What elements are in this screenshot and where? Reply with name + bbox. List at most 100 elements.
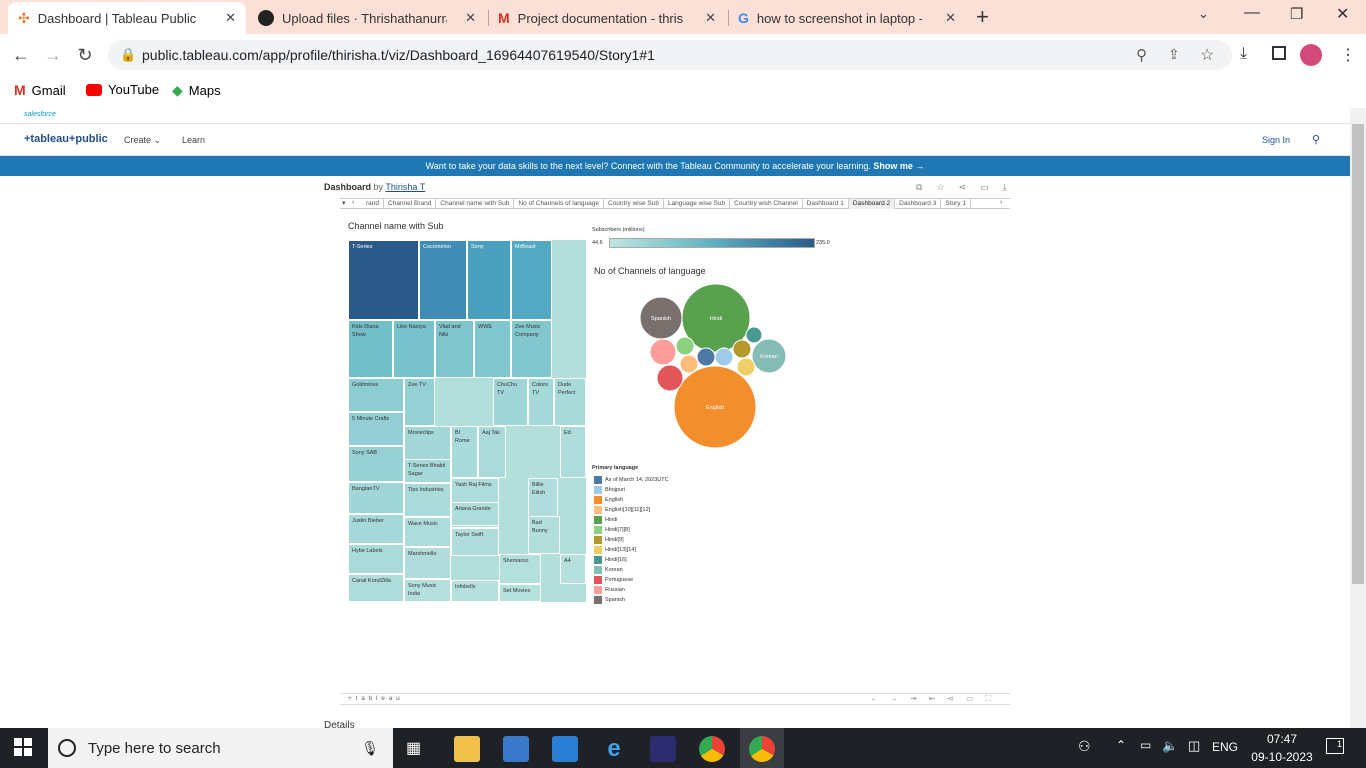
network-icon[interactable]: ◫ — [1188, 738, 1201, 753]
tableau-footer-logo[interactable]: + t a b l e a u — [348, 695, 401, 702]
legend-item[interactable]: Portuguese — [594, 575, 669, 585]
language-indicator[interactable]: ENG — [1212, 740, 1239, 754]
viz-tab[interactable]: No of Channels of language — [514, 199, 604, 209]
treemap-cell[interactable]: Ed — [560, 426, 586, 478]
treemap-cell[interactable]: Wave Music — [404, 517, 451, 547]
mail-icon[interactable] — [552, 736, 578, 762]
create-menu[interactable]: Create ⌄ — [124, 135, 162, 145]
bubble[interactable] — [751, 338, 787, 374]
tab-menu-icon[interactable]: ▾ — [342, 200, 346, 207]
menu-icon[interactable]: ⋮ — [1340, 47, 1356, 64]
learn-link[interactable]: Learn — [182, 135, 206, 145]
bubble[interactable] — [745, 326, 763, 344]
profile-avatar[interactable] — [1300, 44, 1322, 66]
treemap-cell[interactable]: Shemaroo — [499, 554, 541, 584]
address-bar[interactable] — [108, 40, 1232, 70]
bubble[interactable] — [649, 338, 677, 366]
battery-icon[interactable]: ▭ — [1140, 738, 1152, 752]
microphone-icon[interactable]: 🎙 — [361, 739, 379, 756]
treemap-cell[interactable]: Zee Music Company — [511, 320, 552, 378]
browser-tab-2[interactable]: M Project documentation - thrisha ✕ — [488, 2, 726, 34]
legend-item[interactable]: Hindi[16] — [594, 555, 669, 565]
zoom-icon[interactable]: ⚲ — [1136, 47, 1147, 64]
bubble[interactable] — [675, 336, 695, 356]
page-scrollbar[interactable] — [1350, 108, 1366, 728]
treemap-cell[interactable]: Tips Industries — [404, 483, 451, 517]
treemap-cell[interactable]: ChuChu TV — [493, 378, 528, 426]
bookmark-youtube[interactable]: YouTube — [86, 82, 159, 97]
legend-item[interactable]: As of March 14, 2023UTC — [594, 475, 669, 485]
viz-tab[interactable]: Language wise Sub — [664, 199, 731, 209]
treemap-cell[interactable]: BangtanTV — [348, 482, 404, 514]
viz-tab[interactable]: Dashboard 3 — [895, 199, 942, 209]
legend-item[interactable]: Hindi[9] — [594, 535, 669, 545]
viz-tab[interactable]: rand — [362, 199, 385, 209]
bubble[interactable] — [736, 357, 756, 377]
comment-icon[interactable]: ▭ — [980, 182, 989, 192]
close-tab-icon[interactable]: ✕ — [225, 10, 236, 25]
treemap-cell[interactable]: Like Nastya — [393, 320, 435, 378]
treemap-cell[interactable]: Sony Music India — [404, 579, 451, 602]
treemap-cell[interactable]: Sony — [467, 240, 511, 320]
tab-search-icon[interactable]: ⌄ — [1198, 6, 1209, 21]
redo-icon[interactable]: → — [890, 694, 898, 703]
url-text[interactable]: public.tableau.com/app/profile/thirisha.… — [142, 47, 655, 63]
treemap-cell[interactable]: Colors TV — [528, 378, 554, 426]
close-window-button[interactable]: ✕ — [1336, 6, 1350, 23]
refresh-icon[interactable]: ⇤ — [928, 694, 936, 703]
chrome-profile-icon[interactable] — [749, 736, 775, 762]
bookmark-maps[interactable]: ◆ Maps — [172, 82, 221, 99]
viz-tab[interactable]: Channel Brand — [384, 199, 437, 209]
bubble[interactable] — [673, 365, 757, 449]
clock-date[interactable]: 09-10-2023 — [1251, 750, 1313, 764]
legend-item[interactable]: Hindi — [594, 515, 669, 525]
side-panel-icon[interactable] — [1272, 46, 1286, 60]
favorite-icon[interactable]: ☆ — [936, 182, 945, 192]
viz-tab[interactable]: Story 1 — [941, 199, 971, 209]
chrome-icon[interactable] — [699, 736, 725, 762]
tab-scroll-right-icon[interactable]: › — [1000, 199, 1003, 206]
legend-item[interactable]: Hindi[13][14] — [594, 545, 669, 555]
bookmark-gmail[interactable]: M Gmail — [14, 82, 66, 98]
reload-button[interactable]: ↻ — [77, 45, 93, 65]
tray-chevron-icon[interactable]: ⌃ — [1116, 738, 1127, 752]
author-link[interactable]: Thirisha T — [385, 182, 426, 192]
viz-tab[interactable]: Channel name with Sub — [436, 199, 515, 209]
tableau-public-logo[interactable]: +tableau+public — [24, 133, 108, 145]
bubble[interactable] — [679, 354, 699, 374]
people-icon[interactable]: ⚇ — [1078, 738, 1091, 754]
treemap-cell[interactable]: Goldmines — [348, 378, 404, 412]
treemap-cell[interactable]: Aaj Tak — [478, 426, 506, 478]
viz-tab[interactable]: Country wish Channel — [730, 199, 803, 209]
fullscreen-icon[interactable]: ⛶ — [985, 694, 992, 703]
viz-tab[interactable]: Dashboard 2 — [848, 199, 896, 209]
legend-item[interactable]: English[10][11][12] — [594, 505, 669, 515]
treemap-cell[interactable]: Bad Bunny — [528, 516, 560, 554]
download-icon[interactable]: ⤓ — [1240, 45, 1248, 62]
notification-icon[interactable]: 1 — [1326, 738, 1344, 754]
legend-item[interactable]: Russian — [594, 585, 669, 595]
treemap-cell[interactable]: A4 — [560, 554, 586, 584]
treemap-cell[interactable]: T-Series Bhakti Sagar — [404, 459, 451, 483]
viz-tab[interactable]: Dashboard 1 — [803, 199, 849, 209]
treemap-cell[interactable]: Dude Perfect — [554, 378, 586, 426]
treemap-cell[interactable]: Marshmello — [404, 547, 451, 579]
undo-icon[interactable]: ← — [870, 694, 878, 703]
treemap-cell[interactable]: Canal KondZilla — [348, 574, 404, 602]
bookmark-star-icon[interactable]: ☆ — [1200, 47, 1215, 64]
legend-item[interactable]: Bhojpuri — [594, 485, 669, 495]
treemap-chart[interactable]: T-Series Cocomelon Sony MrBeast Kids Diana S… — [348, 240, 586, 602]
bubble[interactable] — [656, 364, 684, 392]
task-view-icon[interactable]: ▦ — [406, 740, 422, 757]
browser-tab-3[interactable]: G how to screenshot in laptop - Go ✕ — [728, 2, 966, 34]
treemap-cell[interactable]: Vlad and Niki — [435, 320, 474, 378]
treemap-cell[interactable]: Zee TV — [404, 378, 435, 426]
maximize-button[interactable]: ❐ — [1290, 6, 1304, 23]
edge-icon[interactable]: e — [607, 735, 621, 762]
taskbar-search-box[interactable]: Type here to search 🎙 — [48, 728, 393, 768]
tab-scroll-left-icon[interactable]: ‹ — [352, 199, 355, 206]
back-button[interactable]: ← — [12, 45, 30, 65]
treemap-cell[interactable]: T-Series — [348, 240, 419, 320]
store-icon[interactable] — [503, 736, 529, 762]
close-tab-icon[interactable]: ✕ — [465, 10, 476, 25]
